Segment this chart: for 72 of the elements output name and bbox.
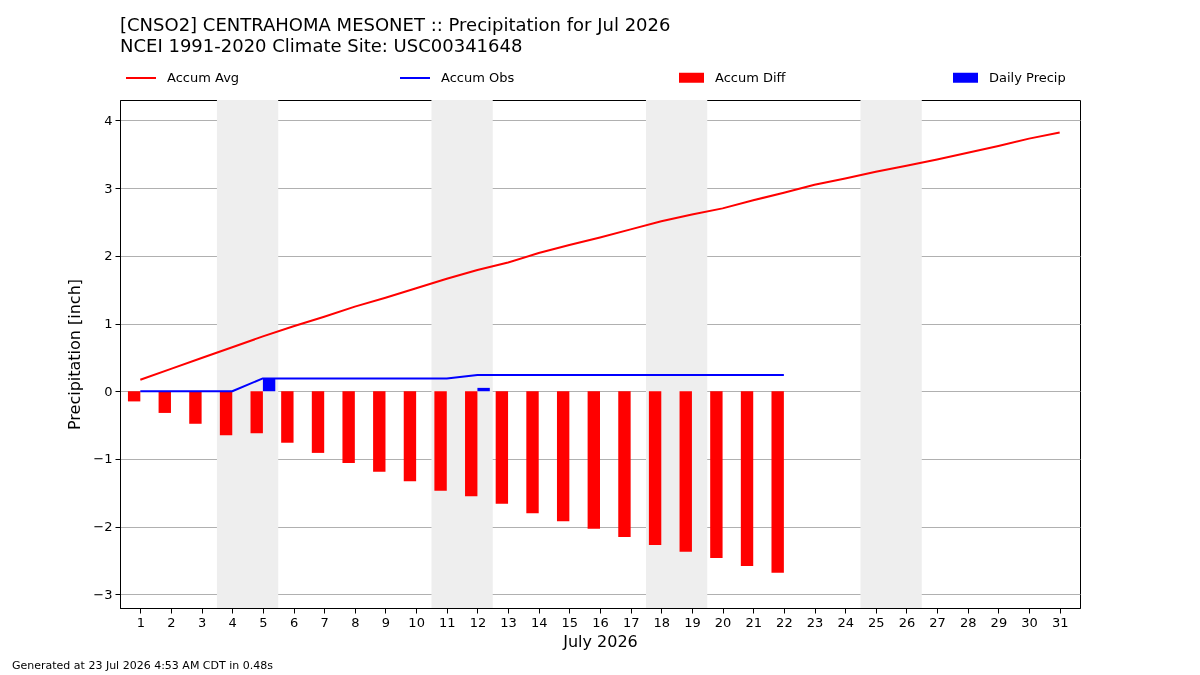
- x-tick-label: 24: [837, 614, 854, 630]
- bar: [281, 391, 294, 443]
- x-tick-label: 2: [167, 614, 176, 630]
- legend-label: Daily Precip: [989, 69, 1066, 85]
- y-tick-label: 4: [104, 112, 113, 128]
- y-tick-label: −1: [93, 451, 113, 467]
- legend-label: Accum Avg: [167, 70, 240, 85]
- x-tick-label: 8: [351, 614, 360, 630]
- bar: [127, 391, 141, 402]
- y-axis-title: Precipitation [inch]: [65, 278, 85, 431]
- text: Generated at 23 Jul 2026 4:53 AM CDT in 0.48s: [12, 659, 273, 672]
- x-axis-title: July 2026: [562, 631, 638, 651]
- bar: [373, 391, 386, 472]
- x-tick-label: 5: [259, 614, 268, 630]
- x-tick-label: 7: [320, 614, 329, 630]
- x-tick-label: 27: [929, 614, 946, 630]
- bar: [434, 391, 447, 491]
- x-tick-label: 23: [806, 614, 824, 630]
- chart-subtitle: NCEI 1991-2020 Climate Site: USC00341648: [120, 35, 523, 56]
- line-series: [139, 131, 1061, 381]
- x-tick-label: 11: [439, 614, 456, 630]
- x-tick-label: 28: [959, 614, 977, 630]
- chart-title: [CNSO2] CENTRAHOMA MESONET :: Precipitation for Jul 2026: [120, 14, 671, 35]
- x-tick-label: 25: [868, 614, 885, 630]
- bar: [189, 391, 202, 424]
- bar: [403, 391, 417, 482]
- bar: [495, 391, 509, 504]
- y-tick-label: 1: [104, 316, 113, 332]
- bar: [679, 391, 692, 552]
- x-tick-label: 18: [653, 614, 671, 630]
- x-tick-label: 6: [289, 614, 299, 630]
- bar: [158, 391, 171, 413]
- bar: [710, 391, 723, 558]
- y-tick-label: 3: [104, 180, 113, 196]
- bar: [648, 391, 662, 546]
- x-tick-label: 10: [408, 614, 425, 630]
- legend-label: Accum Diff: [715, 69, 787, 85]
- x-tick-label: 3: [197, 614, 207, 630]
- x-tick-label: 22: [776, 614, 793, 630]
- bar: [311, 391, 325, 453]
- bar: [618, 391, 631, 537]
- bar: [740, 391, 754, 567]
- bar: [556, 391, 570, 522]
- x-tick-label: 19: [684, 614, 701, 630]
- y-tick-label: 0: [104, 383, 113, 399]
- legend-label: Accum Obs: [441, 70, 515, 85]
- x-tick-label: 12: [469, 614, 487, 630]
- x-tick-label: 20: [714, 614, 732, 630]
- x-tick-label: 31: [1051, 614, 1069, 630]
- bar: [250, 391, 263, 434]
- y-tick-label: 2: [104, 248, 113, 264]
- x-tick-label: 30: [1021, 614, 1038, 630]
- x-tick-label: 26: [898, 614, 916, 630]
- bar: [526, 391, 539, 514]
- x-tick-label: 13: [500, 614, 517, 630]
- x-tick-label: 21: [745, 614, 762, 630]
- bar: [771, 391, 784, 573]
- x-tick-label: 4: [228, 614, 237, 630]
- x-tick-label: 15: [561, 614, 579, 630]
- x-tick-label: 17: [622, 614, 640, 630]
- x-tick-label: 14: [530, 614, 548, 630]
- bar: [219, 391, 233, 436]
- bar: [342, 391, 355, 464]
- bar: [465, 391, 478, 497]
- x-tick-label: 29: [990, 614, 1008, 630]
- x-tick-label: 9: [381, 614, 391, 630]
- x-tick-label: 16: [592, 614, 609, 630]
- y-tick-label: −2: [93, 519, 113, 535]
- x-tick-label: 1: [136, 614, 145, 630]
- bar: [477, 387, 490, 392]
- bar: [587, 391, 600, 529]
- y-tick-label: −3: [93, 586, 113, 602]
